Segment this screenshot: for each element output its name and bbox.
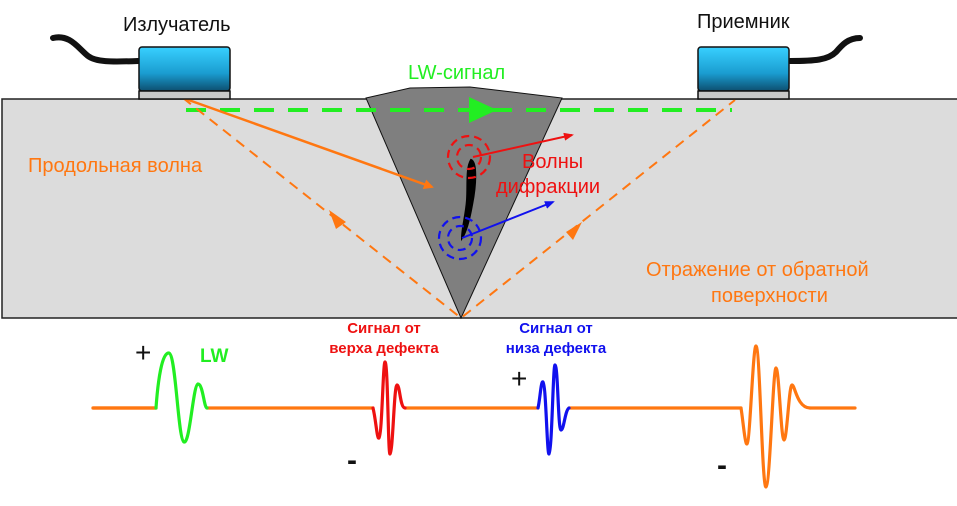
lw-signal-label: LW-сигнал xyxy=(408,62,505,84)
receiver-probe xyxy=(697,46,790,92)
backwall-down-arrowhead xyxy=(329,210,346,229)
bottom-diffraction-arrow xyxy=(461,201,555,239)
backwall-up-arrowhead xyxy=(566,222,582,240)
backwall-reflection-path xyxy=(182,97,736,320)
top-diffraction-rings xyxy=(446,134,492,180)
lw-plus-sign: + xyxy=(135,337,151,368)
transmitter-cable xyxy=(50,34,141,65)
receiver-shoe xyxy=(697,90,790,100)
bottom-diffraction-rings xyxy=(437,215,483,261)
bottom-signal-label-line2: низа дефекта xyxy=(506,340,607,357)
diffraction-label-line1: Волны xyxy=(522,151,583,173)
top-minus-sign: - xyxy=(347,444,357,477)
diffraction-label-line2: дифракции xyxy=(496,176,600,198)
transmitter-shoe xyxy=(138,90,231,100)
longitudinal-wave-label: Продольная волна xyxy=(28,155,203,177)
lateral-wave-arrowhead xyxy=(469,97,497,123)
bottom-defect-waveform xyxy=(536,363,571,456)
top-signal-label-line1: Сигнал от xyxy=(347,320,421,337)
transmitter-probe xyxy=(138,46,231,92)
backwall-waveform xyxy=(739,344,812,489)
lw-waveform-label: LW xyxy=(200,346,229,367)
lw-waveform xyxy=(154,351,209,444)
longitudinal-wave-arrow xyxy=(182,96,434,190)
weld-zone xyxy=(365,86,563,320)
transmitter-label: Излучатель xyxy=(123,14,231,36)
bottom-plus-sign: + xyxy=(511,363,527,394)
receiver-label: Приемник xyxy=(697,11,790,33)
backwall-label-line1: Отражение от обратной xyxy=(646,259,869,281)
top-defect-waveform xyxy=(371,360,407,456)
top-signal-label-line2: верха дефекта xyxy=(329,340,439,357)
bottom-signal-label-line1: Сигнал от xyxy=(519,320,593,337)
receiver-cable xyxy=(787,35,863,64)
backwall-minus-sign: - xyxy=(717,449,727,482)
top-diffraction-arrow xyxy=(472,132,574,158)
backwall-label-line2: поверхности xyxy=(711,285,828,307)
